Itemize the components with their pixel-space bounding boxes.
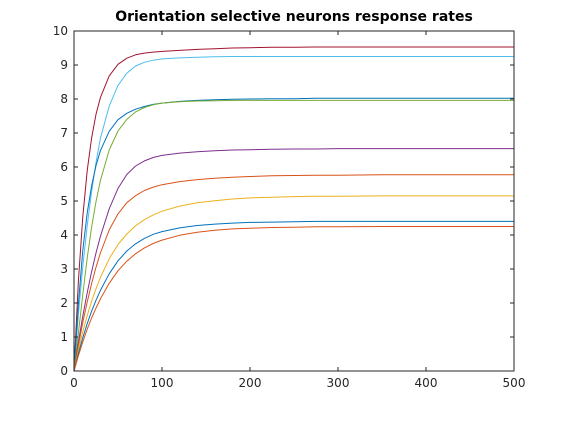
y-tick-label: 8 (60, 92, 68, 106)
y-tick-label: 9 (60, 58, 68, 72)
y-tick-label: 10 (53, 24, 68, 38)
series-line-9 (73, 226, 514, 372)
axes-layer: 0 100 200 300 400 500 0 1 2 3 4 5 6 7 8 9 10 (53, 24, 526, 390)
y-tick-label: 1 (60, 330, 68, 344)
y-tick-label: 3 (60, 262, 68, 276)
series-line-8 (73, 220, 514, 372)
chart-title: Orientation selective neurons response r… (115, 9, 473, 25)
series-line-5 (73, 148, 514, 372)
series-line-6 (73, 174, 514, 372)
y-tick-label: 5 (60, 194, 68, 208)
series-line-3 (73, 97, 514, 372)
x-tick-label: 300 (327, 376, 350, 390)
series-line-2 (73, 56, 514, 372)
x-tick-label: 0 (70, 376, 78, 390)
series-layer (73, 46, 514, 372)
y-tick-label: 2 (60, 296, 68, 310)
y-tick-label: 7 (60, 126, 68, 140)
y-tick-label: 6 (60, 160, 68, 174)
x-tick-label: 500 (503, 376, 526, 390)
x-tick-label: 100 (151, 376, 174, 390)
y-tick-label: 4 (60, 228, 68, 242)
plot-area-frame (73, 30, 515, 372)
x-tick-label: 200 (239, 376, 262, 390)
series-line-4 (73, 99, 514, 372)
y-tick-label: 0 (60, 364, 68, 378)
series-line-7 (73, 195, 514, 372)
x-tick-label: 400 (415, 376, 438, 390)
series-line-1 (73, 46, 514, 372)
